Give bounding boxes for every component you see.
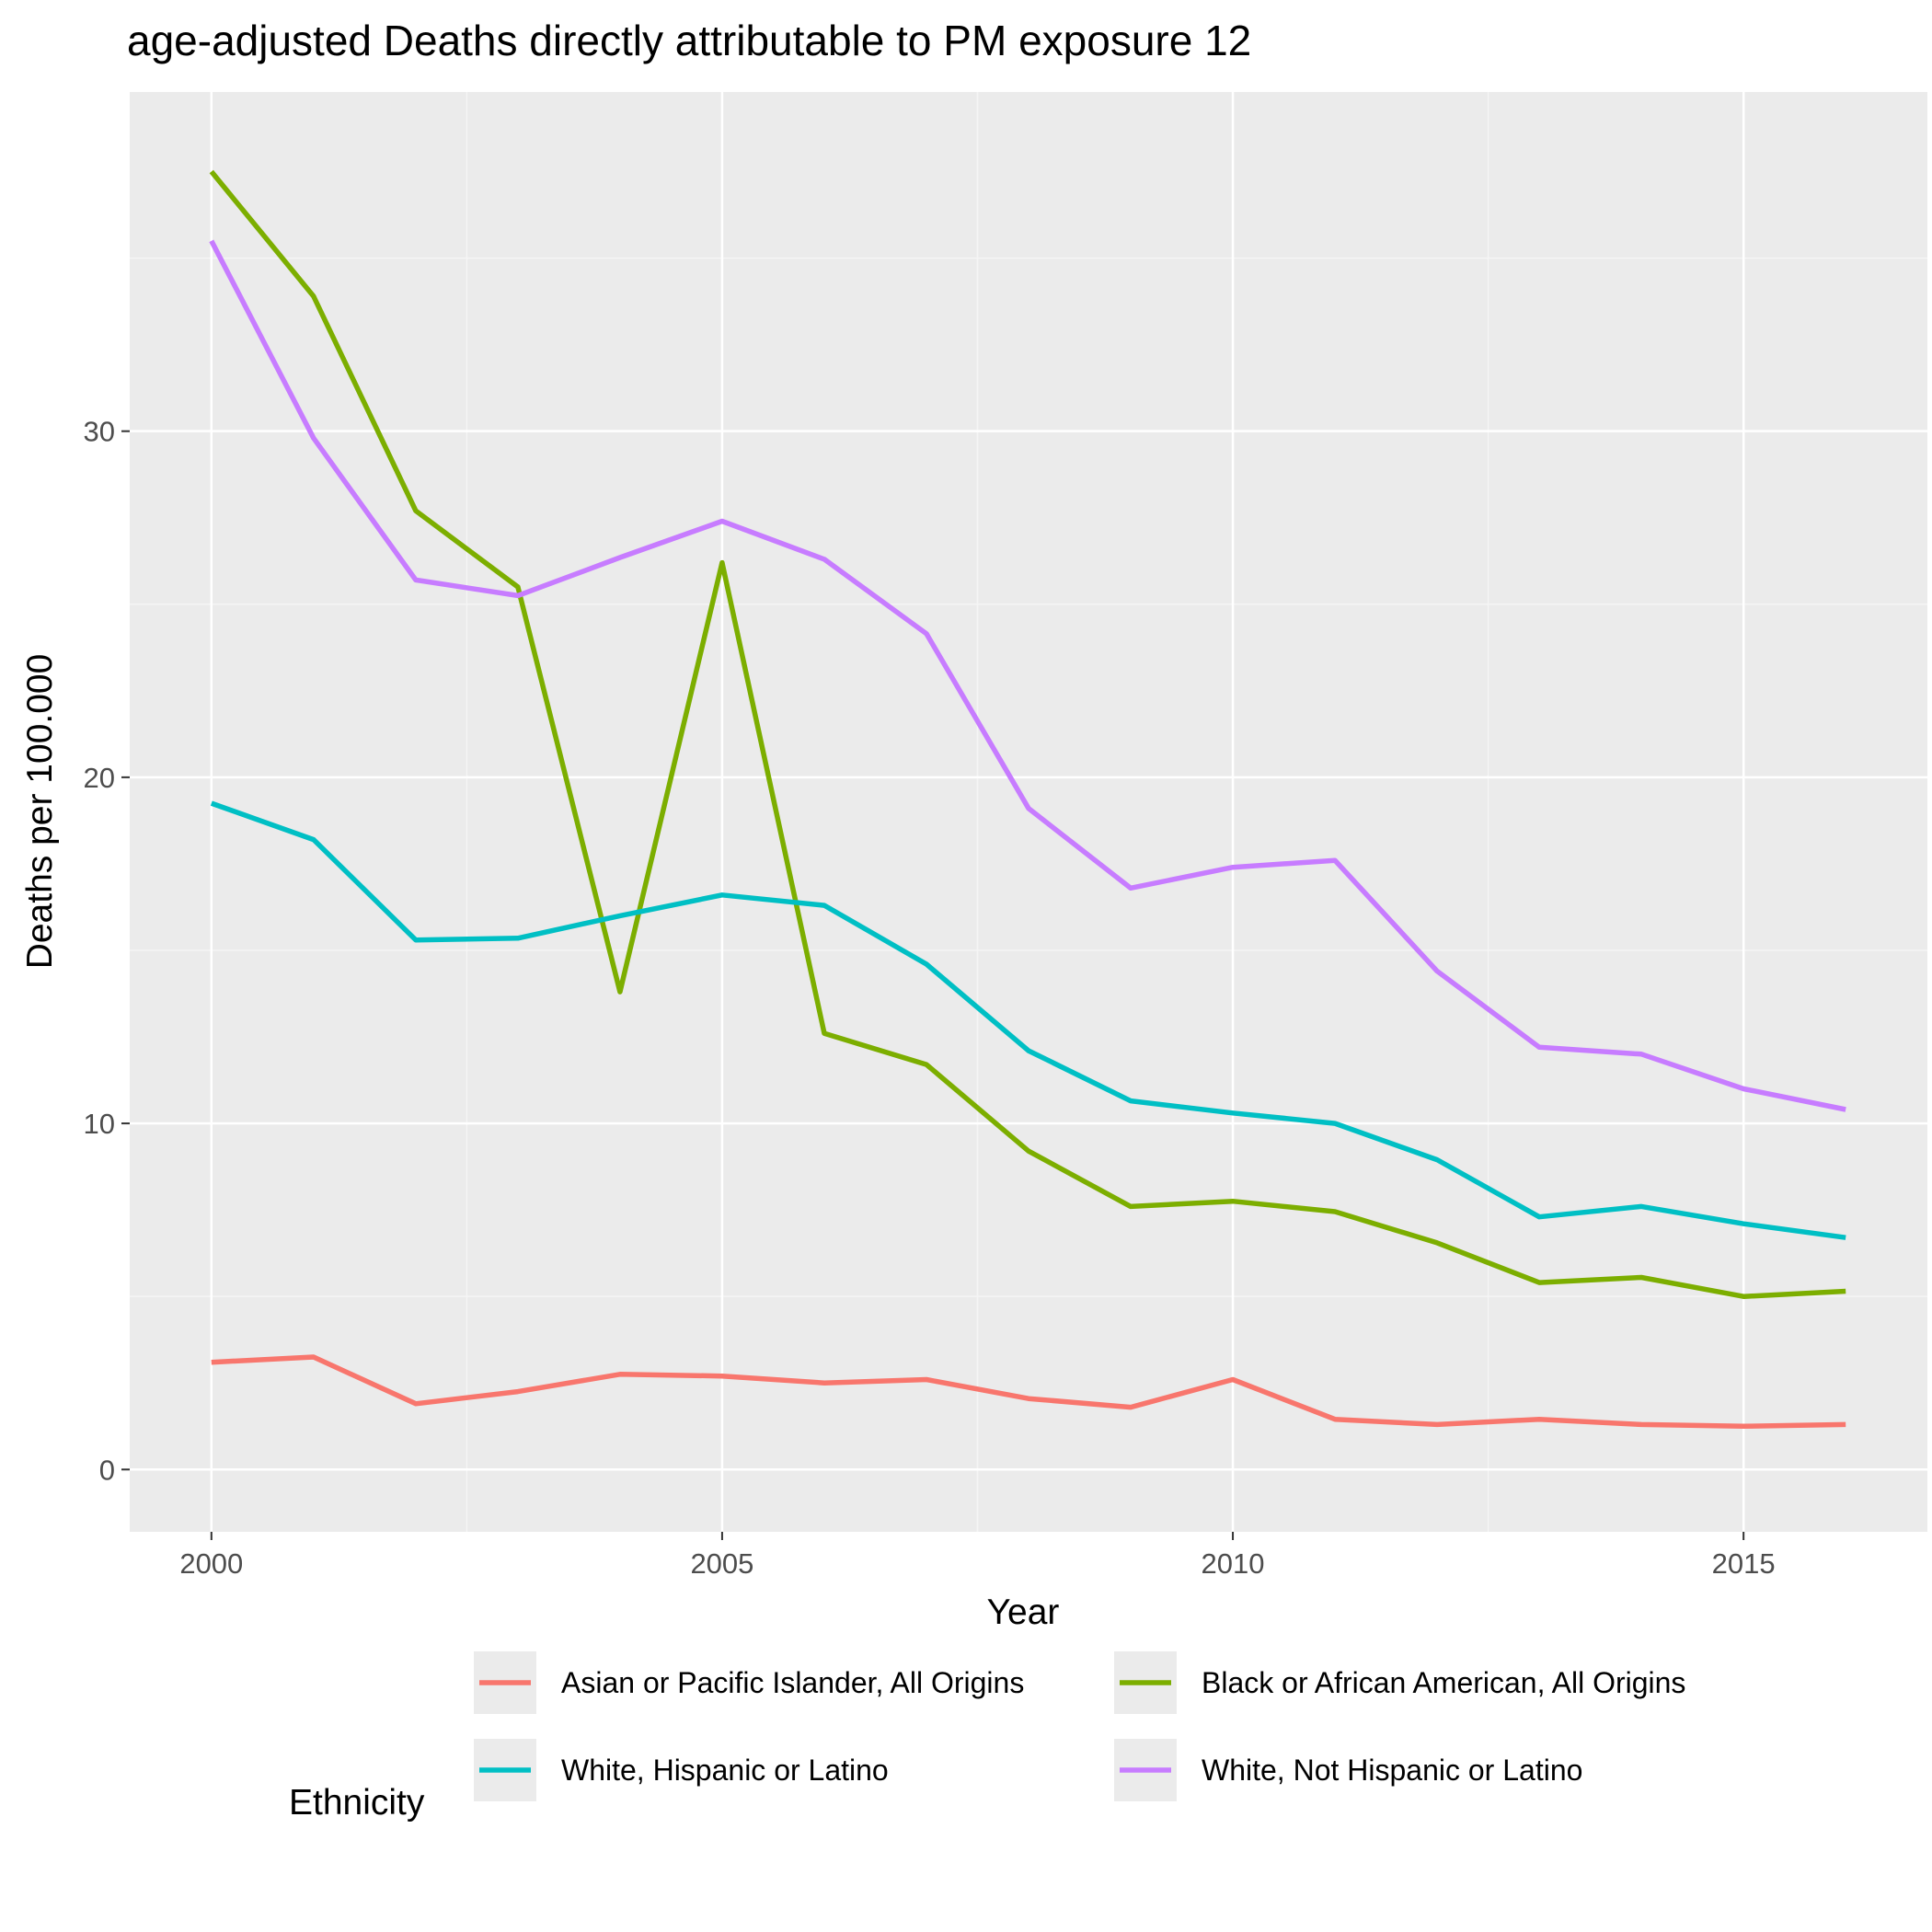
x-axis-title: Year (987, 1593, 1060, 1632)
series-line-0 (211, 1354, 1846, 1430)
series-lines (209, 169, 1846, 1430)
legend-label: Black or African American, All Origins (1202, 1666, 1685, 1699)
plot-panel (130, 92, 1927, 1532)
y-tick-label: 20 (84, 762, 115, 794)
x-tick-labels: 2000 2005 2010 2015 (179, 1547, 1775, 1580)
y-tick-label: 10 (84, 1108, 115, 1140)
legend-label: Asian or Pacific Islander, All Origins (561, 1666, 1024, 1699)
x-tick-label: 2010 (1202, 1547, 1265, 1580)
series-line-3 (209, 239, 1846, 1112)
legend-keys: Asian or Pacific Islander, All Origins Bl… (472, 1650, 1685, 1803)
grid-major-lines (130, 92, 1927, 1532)
legend-item: Black or African American, All Origins (1112, 1650, 1685, 1716)
legend-label: White, Hispanic or Latino (561, 1754, 889, 1787)
x-tick-label: 2000 (179, 1547, 243, 1580)
y-tick-labels: 0 10 20 30 (84, 416, 115, 1487)
series-line-1 (209, 169, 1846, 1299)
grid-minor-lines (130, 92, 1927, 1532)
series-line-2 (210, 800, 1846, 1240)
legend-title: Ethnicity (289, 1783, 425, 1823)
y-axis-title: Deaths per 100.000 (20, 654, 60, 970)
legend-item: White, Hispanic or Latino (472, 1737, 889, 1803)
y-tick-label: 30 (84, 416, 115, 448)
legend: Ethnicity Asian or Pacific Islander, All… (289, 1650, 1685, 1823)
chart-title: age-adjusted Deaths directly attributabl… (127, 17, 1251, 64)
x-tick-label: 2015 (1712, 1547, 1776, 1580)
y-tick-label: 0 (99, 1454, 115, 1486)
axis-ticks (121, 430, 1745, 1540)
legend-item: Asian or Pacific Islander, All Origins (472, 1650, 1024, 1716)
x-tick-label: 2005 (690, 1547, 753, 1580)
legend-label: White, Not Hispanic or Latino (1202, 1754, 1582, 1787)
legend-item: White, Not Hispanic or Latino (1112, 1737, 1582, 1803)
